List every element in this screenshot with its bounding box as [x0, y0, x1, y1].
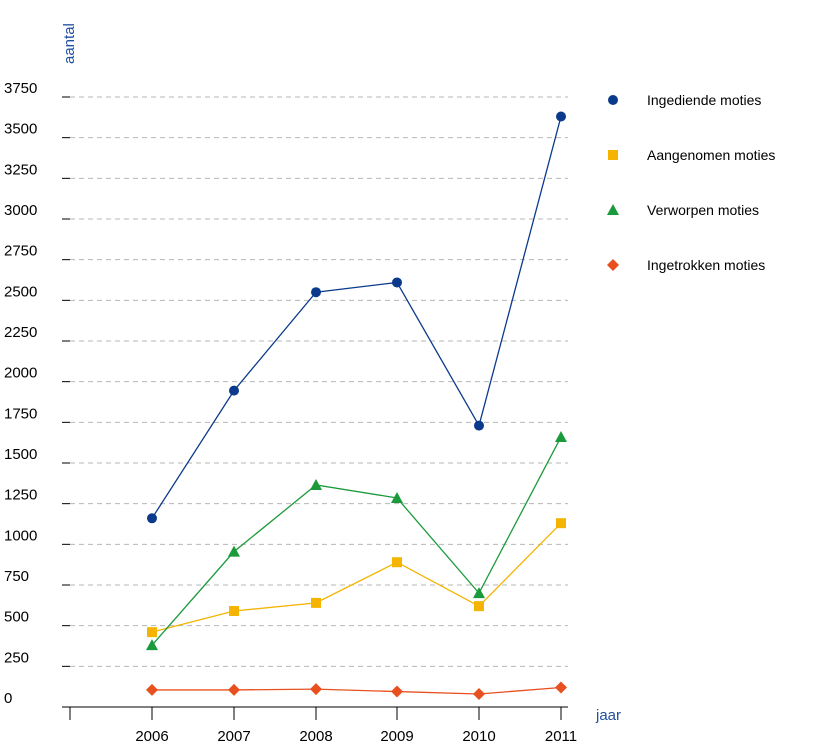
y-tick-label: 3000: [4, 202, 37, 219]
gridlines: [70, 96, 568, 667]
data-point: [555, 430, 567, 442]
data-point: [146, 683, 158, 696]
y-tick-label: 3500: [4, 121, 37, 138]
series-line: [151, 522, 562, 633]
data-point: [555, 681, 567, 694]
y-tick-label: 1750: [4, 405, 37, 422]
x-tick-label: 2009: [380, 728, 413, 745]
y-tick-label: 1000: [4, 527, 37, 544]
data-point: [228, 683, 240, 696]
y-tick-label: 3750: [4, 80, 37, 97]
y-tick-label: 2250: [4, 324, 37, 341]
legend-label: Aangenomen moties: [647, 147, 775, 163]
data-point: [229, 385, 239, 396]
series-line: [151, 436, 562, 646]
legend-item: Ingediende moties: [608, 92, 761, 108]
data-point: [147, 513, 157, 524]
legend-label: Ingetrokken moties: [647, 257, 765, 273]
data-point: [556, 518, 566, 529]
x-tick-label: 2008: [299, 728, 332, 745]
data-point: [311, 287, 321, 298]
x-axis-title: jaar: [595, 707, 621, 724]
data-point: [311, 597, 321, 608]
data-point: [229, 606, 239, 617]
data-point: [474, 601, 484, 612]
data-point: [474, 420, 484, 431]
y-tick-label: 0: [4, 690, 12, 707]
y-tick-labels: 0 250 500 750 1000 1250 1500 1750 2000 2250 2500 27…: [4, 80, 70, 708]
y-tick-label: 2500: [4, 283, 37, 300]
legend-marker: [608, 150, 618, 160]
data-point: [228, 545, 240, 557]
series-1: [147, 111, 566, 524]
y-tick-label: 500: [4, 609, 29, 626]
legend-marker: [607, 259, 619, 271]
data-point: [392, 277, 402, 288]
data-point: [147, 627, 157, 638]
y-tick-label: 1250: [4, 487, 37, 504]
data-point: [310, 683, 322, 696]
series-3: [146, 430, 567, 651]
legend-label: Verworpen moties: [647, 202, 759, 218]
data-point: [146, 639, 158, 651]
legend-label: Ingediende moties: [647, 92, 761, 108]
x-tick-label: 2006: [135, 728, 168, 745]
data-point: [473, 687, 485, 700]
data-point: [391, 491, 403, 503]
series-4: [146, 681, 567, 700]
series-line: [152, 686, 562, 695]
y-tick-label: 2000: [4, 365, 37, 382]
y-tick-label: 1500: [4, 446, 37, 463]
x-tick-label: 2011: [545, 728, 577, 745]
data-point: [473, 587, 485, 599]
series-line: [151, 116, 562, 519]
legend-item: Verworpen moties: [607, 202, 759, 218]
data-point: [391, 685, 403, 698]
y-tick-label: 250: [4, 649, 29, 666]
x-tick-label: 2007: [217, 728, 250, 745]
x-tick-labels: 2006 2007 2008 2009 2010 2011: [69, 707, 577, 745]
series: [146, 111, 567, 700]
data-point: [310, 478, 322, 490]
legend-marker: [607, 204, 619, 215]
legend-item: Aangenomen moties: [608, 147, 775, 163]
legend: Ingediende moties Aangenomen moties Verwor…: [607, 92, 775, 273]
legend-item: Ingetrokken moties: [607, 257, 765, 273]
y-axis-title: aantal: [61, 23, 78, 64]
y-tick-label: 3250: [4, 161, 37, 178]
y-tick-label: 750: [4, 568, 29, 585]
series-2: [147, 518, 566, 638]
data-point: [556, 111, 566, 122]
data-point: [392, 557, 402, 568]
legend-marker: [608, 95, 618, 105]
y-tick-label: 2750: [4, 243, 37, 260]
x-tick-label: 2010: [462, 728, 495, 745]
